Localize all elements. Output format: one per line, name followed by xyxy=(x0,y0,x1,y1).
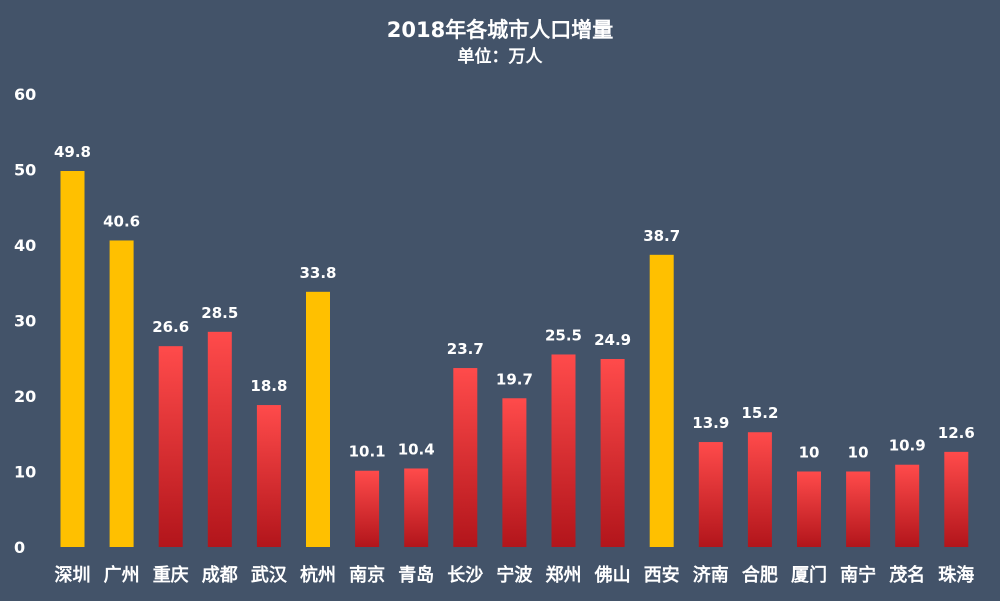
bar xyxy=(256,405,281,547)
data-label: 19.7 xyxy=(496,370,533,388)
bar xyxy=(355,470,380,547)
y-tick-label: 10 xyxy=(14,463,36,482)
data-label: 12.6 xyxy=(938,424,975,442)
y-tick-label: 30 xyxy=(14,312,36,331)
bar xyxy=(60,171,85,547)
data-label: 26.6 xyxy=(152,318,189,336)
data-label: 10 xyxy=(799,444,820,462)
x-category-label: 南京 xyxy=(349,564,385,586)
data-labels: 49.8 40.6 26.6 28.5 18.8 33.8 10.1 10.4 23.7 19.7… xyxy=(54,143,975,461)
data-label: 18.8 xyxy=(250,377,287,395)
x-category-label: 郑州 xyxy=(546,564,582,586)
chart-subtitle: 单位：万人 xyxy=(458,46,544,67)
bar xyxy=(158,346,183,547)
data-label: 33.8 xyxy=(299,264,336,282)
bar xyxy=(207,331,232,547)
data-label: 49.8 xyxy=(54,143,91,161)
bar xyxy=(600,359,625,547)
data-label: 10.4 xyxy=(398,440,435,458)
bar xyxy=(747,432,772,547)
x-category-label: 茂名 xyxy=(889,564,925,586)
bar xyxy=(404,468,429,547)
bar xyxy=(453,368,478,547)
data-label: 24.9 xyxy=(594,331,631,349)
x-category-label: 青岛 xyxy=(398,564,434,586)
y-tick-label: 20 xyxy=(14,387,36,406)
x-category-label: 深圳 xyxy=(55,564,91,586)
y-tick-label: 50 xyxy=(14,161,36,180)
data-label: 13.9 xyxy=(692,414,729,432)
data-label: 28.5 xyxy=(201,304,238,322)
x-axis: 深圳 广州 重庆 成都 武汉 杭州 南京 青岛 长沙 宁波 郑州 佛山 西安 济南 合肥 厦门 南宁 茂名 珠海 xyxy=(55,564,975,586)
bar xyxy=(846,471,871,547)
bar xyxy=(551,354,576,547)
data-label: 40.6 xyxy=(103,212,140,230)
data-label: 10.9 xyxy=(889,437,926,455)
x-category-label: 宁波 xyxy=(496,564,533,586)
bar xyxy=(797,471,821,547)
x-category-label: 珠海 xyxy=(938,564,974,586)
bar xyxy=(109,240,134,547)
y-tick-label: 40 xyxy=(14,236,36,255)
y-tick-label: 0 xyxy=(14,538,25,557)
bar xyxy=(306,291,330,547)
data-label: 38.7 xyxy=(643,227,680,245)
bar xyxy=(698,442,723,547)
x-category-label: 济南 xyxy=(693,564,729,586)
x-category-label: 成都 xyxy=(202,564,238,586)
data-label: 10.1 xyxy=(349,443,386,461)
y-axis: 0 10 20 30 40 50 60 xyxy=(14,85,36,557)
x-category-label: 厦门 xyxy=(791,564,827,586)
y-tick-label: 60 xyxy=(14,85,36,104)
bar xyxy=(944,451,969,547)
data-label: 15.2 xyxy=(741,404,778,422)
x-category-label: 佛山 xyxy=(594,564,631,586)
x-category-label: 杭州 xyxy=(300,564,336,586)
bar xyxy=(649,254,674,547)
x-category-label: 武汉 xyxy=(251,565,288,586)
data-label: 25.5 xyxy=(545,326,582,344)
x-category-label: 广州 xyxy=(104,564,140,586)
bar-series xyxy=(60,171,969,547)
bar xyxy=(895,464,920,547)
x-category-label: 合肥 xyxy=(742,564,778,586)
x-category-label: 长沙 xyxy=(447,565,483,586)
chart-title: 2018年各城市人口增量 xyxy=(387,18,613,42)
x-category-label: 西安 xyxy=(644,564,680,586)
x-category-label: 南宁 xyxy=(840,564,876,586)
bar xyxy=(502,398,527,547)
data-label: 10 xyxy=(848,444,869,462)
data-label: 23.7 xyxy=(447,340,484,358)
x-category-label: 重庆 xyxy=(153,564,189,586)
